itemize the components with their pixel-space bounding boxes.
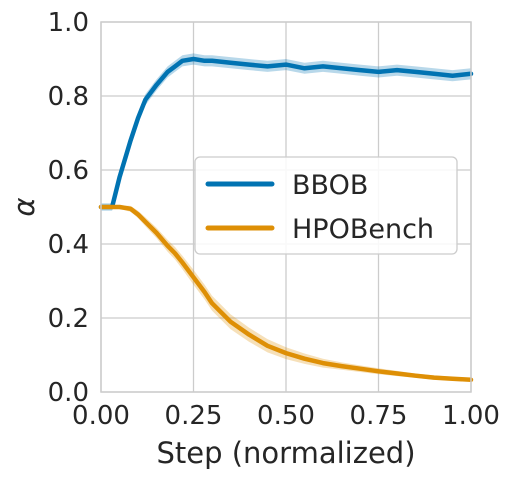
y-tick-label: 0.6 [48,156,89,186]
y-tick-label: 0.2 [48,304,89,334]
x-tick-label: 0.00 [72,401,130,431]
plot-frame [100,21,472,393]
confidence-bands [101,53,471,382]
y-tick-label: 1.0 [48,8,89,38]
legend: BBOB HPOBench [194,156,458,255]
y-tick-label: 0.4 [48,230,89,260]
series-line-hpobench [98,204,474,383]
series-line-bbob [98,56,474,210]
y-tick-label: 0.8 [48,82,89,112]
x-tick-labels: 0.00 0.25 0.50 0.75 1.00 [72,401,500,431]
legend-label-hpobench: HPOBench [292,214,434,245]
band-bbob [101,53,471,211]
x-axis-label: Step (normalized) [156,436,415,470]
y-tick-label: 0.0 [48,378,89,408]
x-tick-label: 0.50 [257,401,315,431]
x-tick-label: 0.75 [350,401,408,431]
series-lines [98,56,474,383]
x-tick-label: 1.00 [442,401,500,431]
x-tick-label: 0.25 [165,401,223,431]
legend-label-bbob: BBOB [292,170,368,201]
y-tick-labels: 0.0 0.2 0.4 0.6 0.8 1.0 [48,8,89,408]
y-axis-label: α [7,197,41,216]
